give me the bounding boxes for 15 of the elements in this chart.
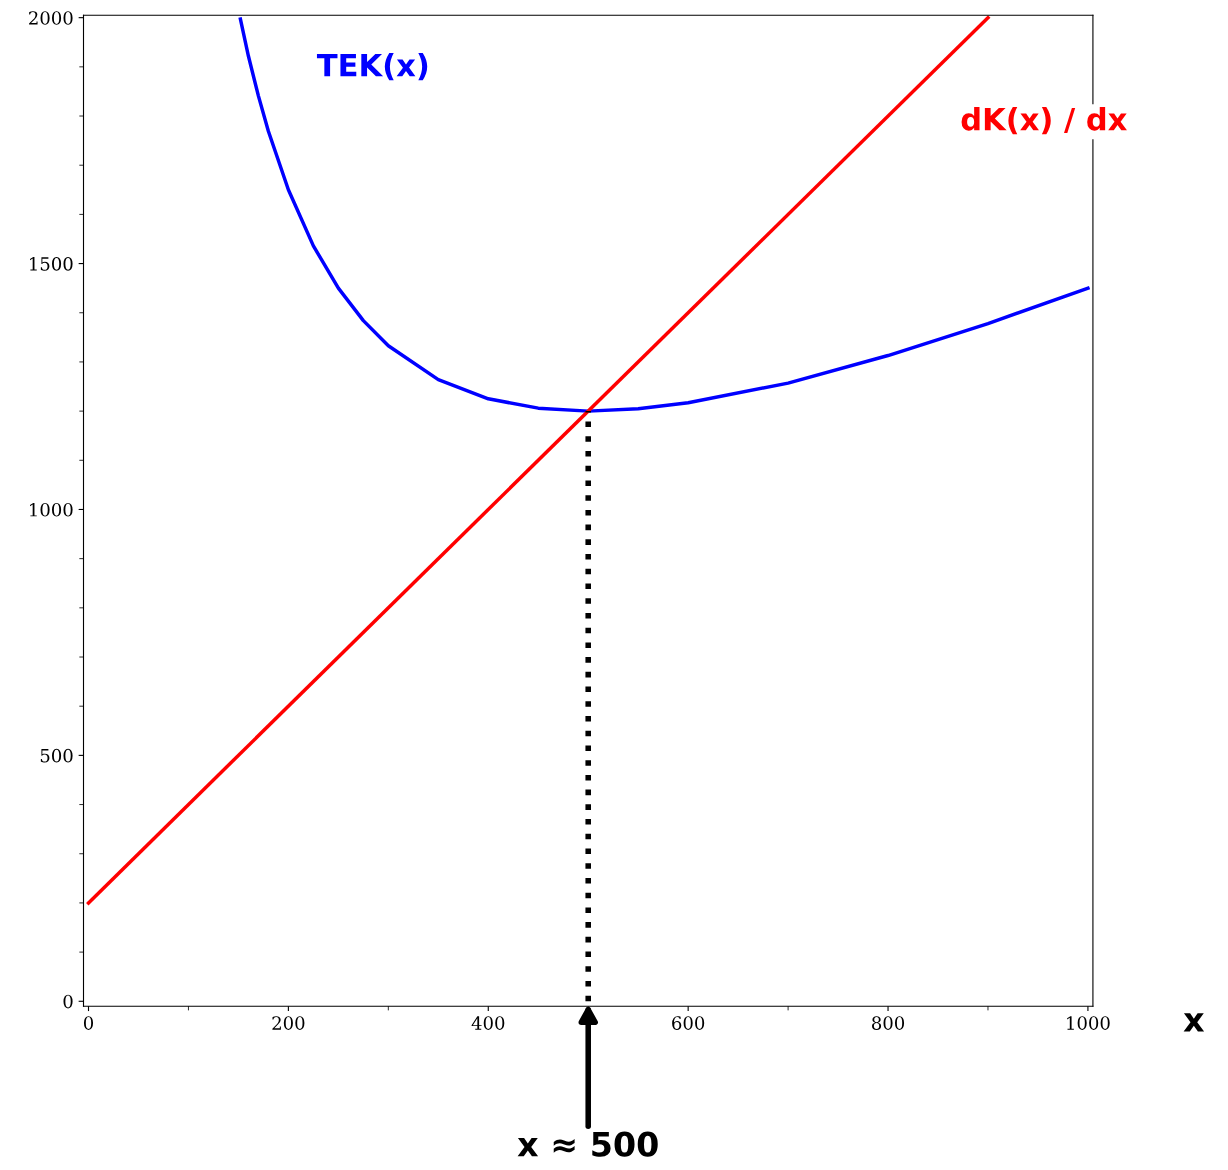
y-tick-label: 2000 bbox=[29, 11, 73, 25]
series-label: TEK(x) bbox=[316, 53, 428, 81]
x-tick-label: 1000 bbox=[1067, 1016, 1110, 1030]
x-tick-label: 400 bbox=[471, 1016, 505, 1030]
annotation: x ≈ 500 bbox=[517, 1131, 658, 1157]
y-tick-label: 1000 bbox=[30, 502, 73, 517]
series-label: dK(x) / dx bbox=[961, 107, 1127, 135]
x-tick-label: 0 bbox=[83, 1016, 94, 1030]
x-axis-title: x bbox=[1183, 1013, 1205, 1032]
y-tick-label: 500 bbox=[40, 748, 73, 763]
x-tick-label: 800 bbox=[872, 1016, 905, 1030]
x-tick-label: 600 bbox=[672, 1016, 705, 1030]
y-tick-label: 0 bbox=[63, 994, 73, 1009]
x-tick-label: 200 bbox=[272, 1016, 305, 1030]
y-tick-label: 1500 bbox=[30, 257, 73, 271]
